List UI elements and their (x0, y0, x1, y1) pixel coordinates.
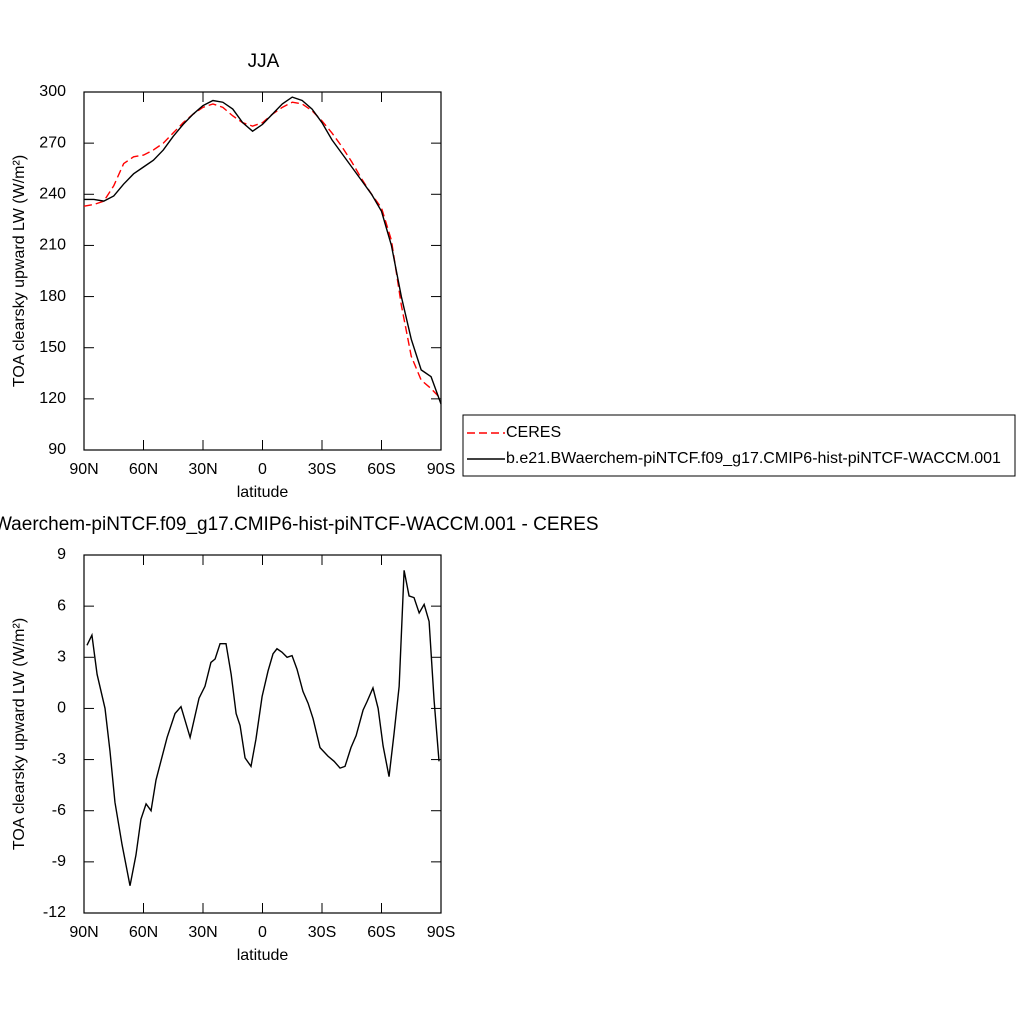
x-tick-label: 60N (129, 924, 158, 941)
data-line (84, 96, 442, 405)
y-tick-label: -12 (43, 904, 66, 921)
y-tick-label: 3 (57, 649, 66, 666)
y-tick-label: 120 (39, 390, 66, 407)
x-tick-label: 60S (367, 924, 395, 941)
y-tick-label: 300 (39, 83, 66, 100)
x-tick-label: 30S (308, 461, 336, 478)
y-tick-label: 9 (57, 546, 66, 563)
legend-label: b.e21.BWaerchem-piNTCF.f09_g17.CMIP6-his… (506, 450, 1001, 467)
data-line (83, 101, 442, 400)
y-tick-label: 6 (57, 597, 66, 614)
x-tick-label: 90N (69, 461, 98, 478)
x-axis-label: latitude (237, 484, 289, 501)
x-tick-label: 30S (308, 924, 336, 941)
y-tick-label: 0 (57, 700, 66, 717)
y-tick-label: -9 (52, 853, 66, 870)
plot-frame (83, 554, 442, 914)
y-tick-label: 210 (39, 237, 66, 254)
x-tick-label: 90N (69, 924, 98, 941)
legend-box (462, 414, 1016, 477)
y-tick-label: -3 (52, 751, 66, 768)
y-axis-label: TOA clearsky upward LW (W/m²) (11, 155, 28, 387)
x-tick-label: 60N (129, 461, 158, 478)
title: b.e21.BWaerchem-piNTCF.f09_g17.CMIP6-his… (0, 514, 599, 535)
y-tick-label: 180 (39, 288, 66, 305)
x-axis-label: latitude (237, 947, 289, 964)
y-tick-label: -6 (52, 802, 66, 819)
x-tick-label: 0 (258, 924, 267, 941)
x-tick-label: 90S (427, 924, 455, 941)
x-tick-label: 90S (427, 461, 455, 478)
y-tick-label: 240 (39, 186, 66, 203)
y-tick-label: 90 (48, 441, 66, 458)
plot-frame (83, 91, 442, 451)
y-tick-label: 270 (39, 134, 66, 151)
data-line (86, 570, 440, 886)
x-tick-label: 30N (188, 924, 217, 941)
y-tick-label: 150 (39, 339, 66, 356)
title: JJA (248, 51, 280, 72)
x-tick-label: 0 (258, 461, 267, 478)
y-axis-label: TOA clearsky upward LW (W/m²) (11, 618, 28, 850)
x-tick-label: 30N (188, 461, 217, 478)
legend-label: CERES (506, 424, 561, 441)
x-tick-label: 60S (367, 461, 395, 478)
